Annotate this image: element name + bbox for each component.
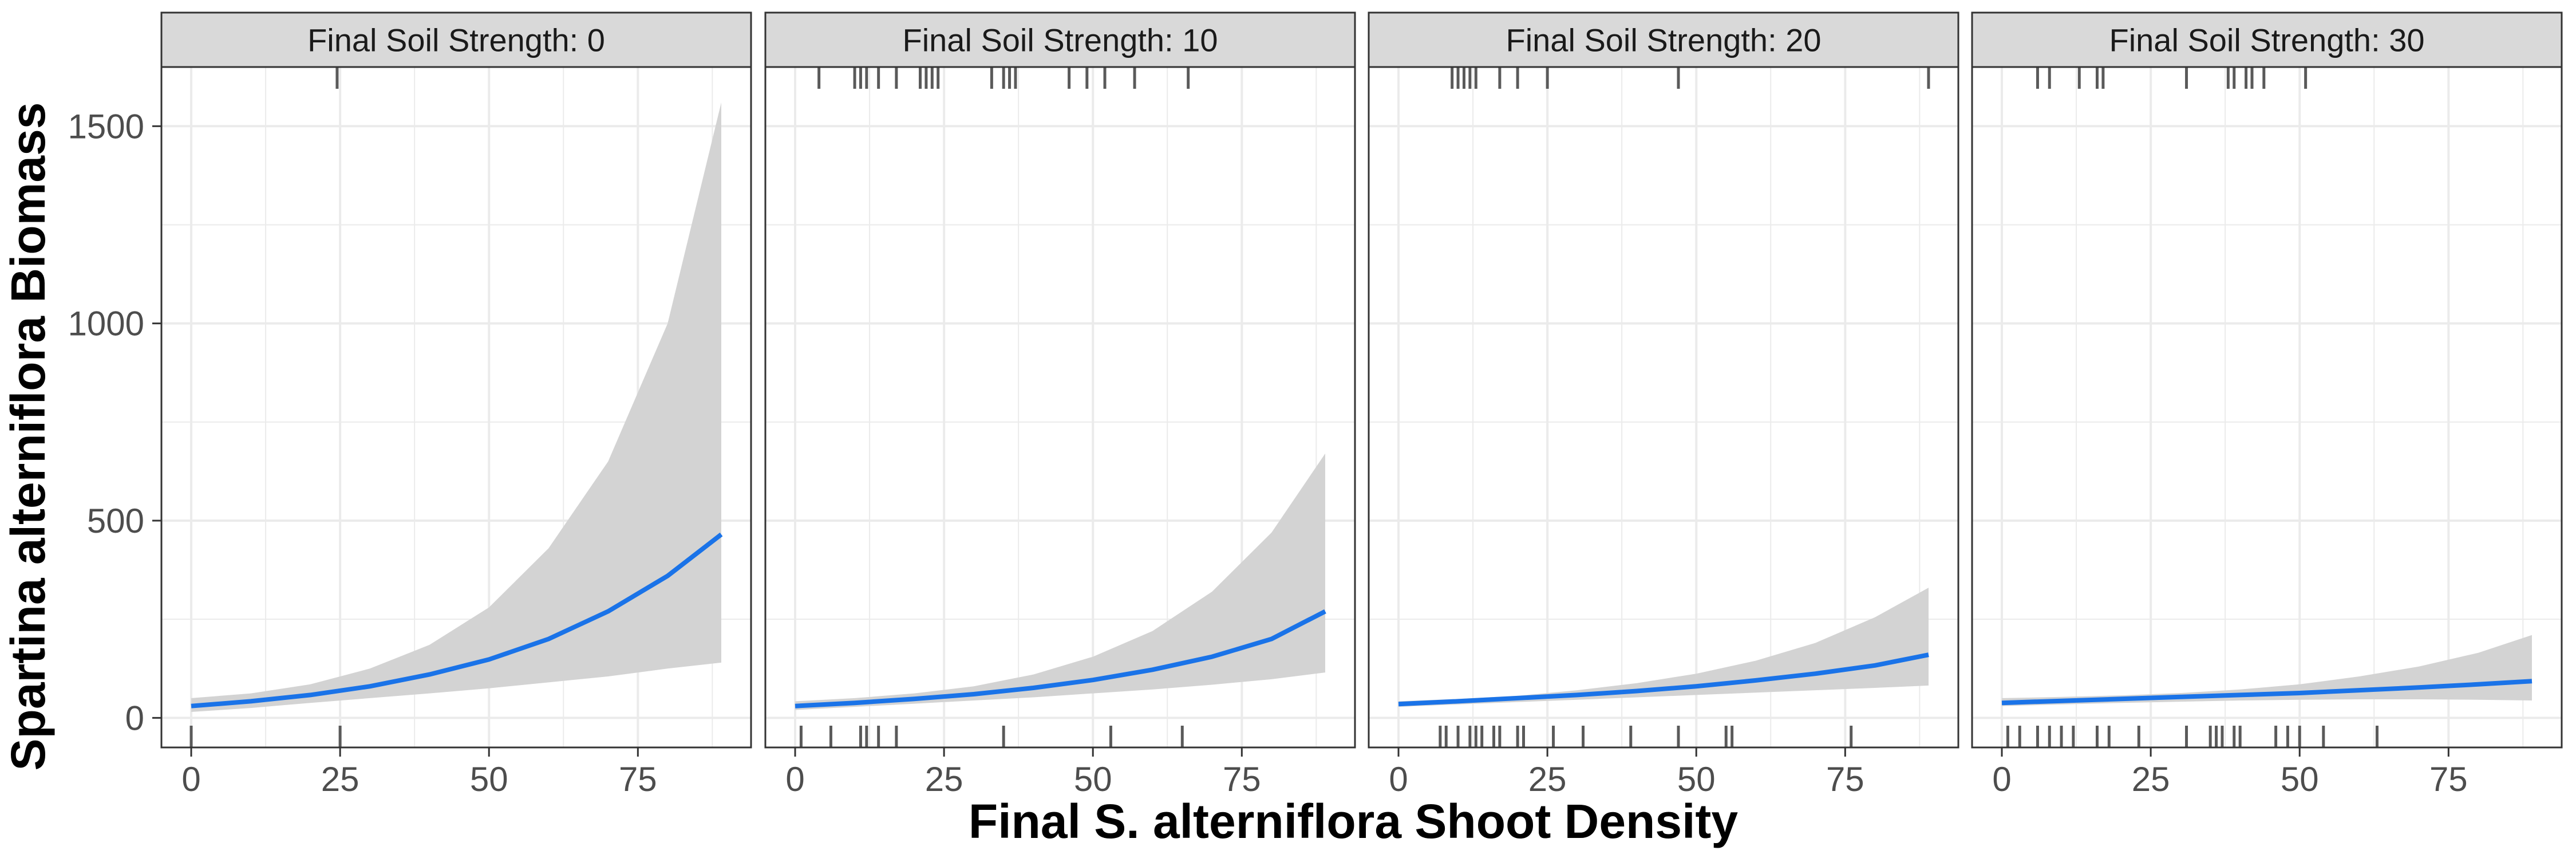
y-tick-label: 1500 [68, 107, 144, 145]
confidence-ribbon [795, 453, 1325, 710]
y-axis-title: Spartina alterniflora Biomass [1, 102, 55, 770]
x-tick-label: 75 [619, 760, 657, 798]
confidence-ribbon [191, 103, 721, 712]
x-tick-label: 50 [1677, 760, 1716, 798]
x-tick-label: 0 [1992, 760, 2011, 798]
facet-strip-label: Final Soil Strength: 30 [2109, 22, 2425, 58]
x-tick-label: 75 [1826, 760, 1864, 798]
x-tick-label: 0 [1389, 760, 1408, 798]
fit-line [795, 609, 1326, 709]
facet-strip [764, 11, 1356, 68]
y-tick-label: 1000 [68, 305, 144, 343]
x-tick-label: 0 [785, 760, 804, 798]
fit-line [1398, 652, 1929, 707]
facet-panel-2: Final Soil Strength: 20 0 25 50 75 [1368, 11, 1959, 798]
facet-strip-label: Final Soil Strength: 10 [903, 22, 1218, 58]
panel-background [1972, 67, 2562, 747]
x-tick-label: 0 [181, 760, 200, 798]
x-tick-label: 50 [470, 760, 508, 798]
x-tick-label: 75 [1223, 760, 1261, 798]
facet-strip-label: Final Soil Strength: 20 [1506, 22, 1822, 58]
x-tick-label: 25 [925, 760, 963, 798]
facet-strip-label: Final Soil Strength: 0 [307, 22, 605, 58]
fit-line [2001, 679, 2532, 706]
x-tick-label: 25 [1528, 760, 1567, 798]
fit-line [191, 532, 723, 709]
x-tick-label: 25 [321, 760, 359, 798]
x-tick-label: 50 [2281, 760, 2319, 798]
facet-panel-1: Final Soil Strength: 10 0 25 50 75 [764, 11, 1356, 798]
facet-strip [1368, 11, 1959, 68]
x-tick-label: 75 [2429, 760, 2468, 798]
x-tick-label: 50 [1074, 760, 1112, 798]
y-tick-label: 0 [125, 699, 144, 737]
facet-panel-3: Final Soil Strength: 30 0 25 50 75 [1971, 11, 2563, 798]
facet-strip [1971, 11, 2563, 68]
facet-panel-0: Final Soil Strength: 0 0 25 50 75 [160, 11, 752, 798]
facet-strip [160, 11, 752, 68]
x-axis-title: Final S. alterniflora Shoot Density [969, 794, 1738, 848]
y-tick-label: 500 [87, 502, 144, 540]
x-tick-label: 25 [2132, 760, 2170, 798]
